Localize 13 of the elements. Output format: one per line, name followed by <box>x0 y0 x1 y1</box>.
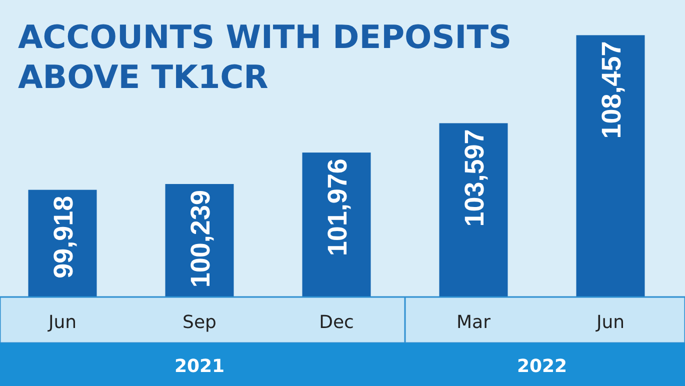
data-label: 99,918 <box>48 196 78 278</box>
text: 2021 <box>174 356 225 377</box>
text: 2022 <box>516 356 568 377</box>
data-label: 100,239 <box>186 190 216 288</box>
data-label: 101,976 <box>322 158 352 256</box>
x-tick-label: Dec <box>319 312 354 333</box>
x-tick-label: Mar <box>456 312 492 333</box>
text: ACCOUNTS WITH DEPOSITS ABOVE TK1CR <box>18 18 512 96</box>
data-label: 108,457 <box>596 41 626 139</box>
x-tick-label: Jun <box>47 312 77 333</box>
x-tick-label: Jun <box>595 312 625 333</box>
data-label: 103,597 <box>460 129 490 227</box>
x-tick-label: Sep <box>182 312 216 333</box>
